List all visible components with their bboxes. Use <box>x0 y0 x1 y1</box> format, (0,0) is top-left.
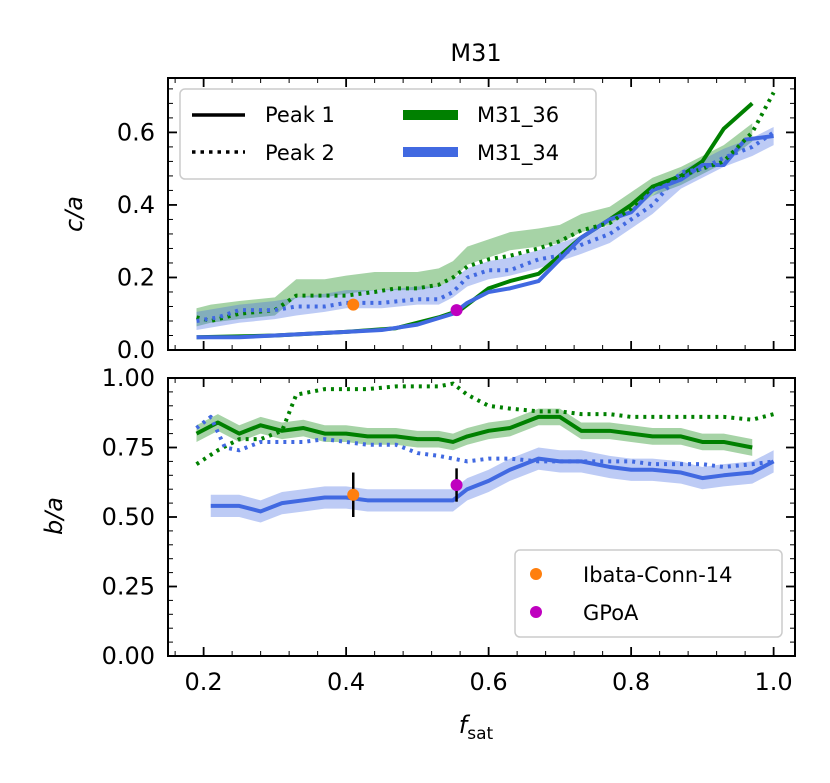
bottom-m31-36-peak-2-line <box>195 381 775 466</box>
chart-title: M31 <box>450 39 501 67</box>
bottom-ibata-conn-14-point <box>347 488 360 501</box>
bottom-ytick-label: 0.00 <box>102 642 155 670</box>
bottom-gpoa-point <box>450 479 463 492</box>
xtick-label: 0.8 <box>612 668 650 696</box>
top-ytick-label: 0.4 <box>117 191 155 219</box>
bottom-m31-36-peak-1-line <box>195 414 753 450</box>
legend-gpoa-label: GPoA <box>583 601 639 625</box>
xtick-label: 0.6 <box>470 668 508 696</box>
legend-gpoa-marker <box>530 606 542 618</box>
top-ticks: 0.0 0.2 0.4 0.6 <box>117 78 795 364</box>
xlabel-sub: sat <box>467 724 493 744</box>
legend-ibata-label: Ibata-Conn-14 <box>583 563 733 587</box>
top-gpoa-point <box>450 304 463 317</box>
legend-peak2-label: Peak 2 <box>265 141 335 165</box>
bottom-m31-34-peak-1-line <box>210 456 775 514</box>
bottom-m31-36-band <box>196 408 753 456</box>
top-legend: Peak 1 Peak 2 M31_36 M31_34 <box>179 88 597 180</box>
top-m31-36-band <box>196 123 753 327</box>
top-m31-34-band <box>196 126 774 331</box>
top-ytick-label: 0.2 <box>117 263 155 291</box>
bottom-legend: Ibata-Conn-14 GPoA <box>514 549 783 638</box>
top-ibata-conn-14-point <box>347 298 360 311</box>
legend-ibata-marker <box>530 568 542 580</box>
bottom-ticks: 0.00 0.25 0.50 0.75 1.00 0.2 0.4 0.6 0.8 1.0 <box>102 364 795 696</box>
top-plot-area <box>196 91 776 340</box>
top-ylabel: c/a <box>60 196 88 232</box>
top-axes-frame <box>167 77 796 351</box>
top-ytick-label: 0.6 <box>117 118 155 146</box>
xtick-label: 0.4 <box>327 668 365 696</box>
bottom-ylabel: b/a <box>40 497 68 535</box>
bottom-panel: 0.000.250.500.751.000.2 0.4 0.6 0.8 1.0 b/a … <box>40 364 796 744</box>
bottom-ytick-label: 0.25 <box>102 573 155 601</box>
legend-m31-36-label: M31_36 <box>477 103 559 128</box>
bottom-m31-34-band <box>210 447 774 523</box>
xtick-label: 1.0 <box>755 668 793 696</box>
legend-peak1-label: Peak 1 <box>265 103 335 127</box>
top-legend-box <box>179 88 597 180</box>
bottom-plot-area <box>195 381 775 523</box>
top-panel: 0.0 0.2 0.4 0.6 c/a Peak 1 Peak 2 M31_36 M3… <box>60 77 796 364</box>
bottom-ytick-label: 0.75 <box>102 434 155 462</box>
xtick-label: 0.2 <box>185 668 223 696</box>
bottom-ytick-label: 1.00 <box>102 364 155 392</box>
bottom-m31-34-peak-2-line <box>195 414 774 469</box>
bottom-legend-box <box>514 549 783 638</box>
bottom-ytick-label: 0.50 <box>102 503 155 531</box>
legend-m31-34-label: M31_34 <box>477 141 559 166</box>
top-ytick-label: 0.0 <box>117 336 155 364</box>
top-m31-36-peak-2-line <box>196 91 776 323</box>
